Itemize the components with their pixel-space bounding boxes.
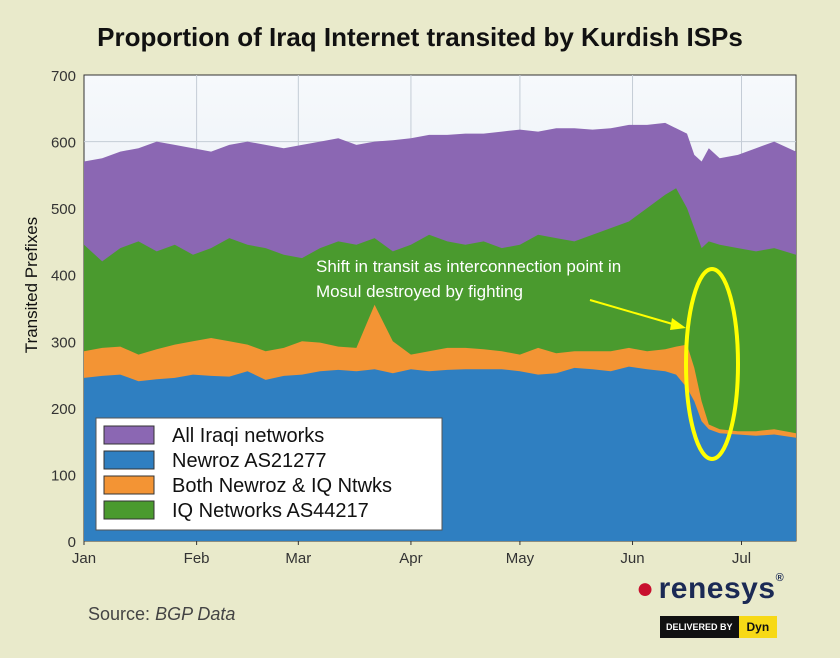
renesys-dot-icon: ● — [636, 572, 655, 605]
legend: All Iraqi networks Newroz AS21277 Both New… — [95, 417, 443, 531]
y-ticks: 0 100 200 300 400 500 600 700 — [51, 68, 76, 551]
x-tick-label: Jun — [620, 550, 644, 567]
legend-swatch — [103, 425, 155, 445]
y-tick-label: 600 — [51, 135, 76, 152]
x-tick-label: Mar — [285, 550, 311, 567]
registered-mark: ® — [775, 572, 785, 584]
source-label: Source: — [88, 604, 151, 624]
x-tick-label: Jul — [732, 550, 751, 567]
source-value: BGP Data — [155, 604, 236, 624]
chart-title: Proportion of Iraq Internet transited by… — [97, 22, 743, 52]
y-tick-label: 0 — [68, 534, 76, 551]
delivered-by-label: DELIVERED BY — [660, 616, 739, 638]
dyn-logo: Dyn — [738, 616, 778, 638]
y-tick-label: 100 — [51, 467, 76, 484]
x-tick-label: Apr — [399, 550, 422, 567]
renesys-wordmark: renesys — [658, 572, 776, 605]
annotation-arrow — [589, 299, 677, 326]
y-tick-label: 200 — [51, 401, 76, 418]
y-tick-label: 500 — [51, 201, 76, 218]
legend-swatch — [103, 450, 155, 470]
annotation-arrowhead — [670, 318, 686, 330]
legend-swatch — [103, 475, 155, 495]
legend-label: All Iraqi networks — [172, 425, 324, 447]
annotation: Shift in transit as interconnection poin… — [316, 257, 740, 461]
legend-label: Both Newroz & IQ Ntwks — [172, 475, 392, 497]
y-tick-label: 400 — [51, 268, 76, 285]
x-tick-label: May — [506, 550, 535, 567]
annotation-text-line-2: Mosul destroyed by fighting — [316, 282, 523, 301]
x-ticks: Jan Feb Mar Apr May Jun Jul — [72, 541, 751, 567]
area-chart: 0 100 200 300 400 500 600 700 Jan Feb Mar Apr May Ju… — [51, 68, 797, 567]
x-tick-label: Jan — [72, 550, 96, 567]
source-note: Source: BGP Data — [88, 604, 235, 625]
y-tick-label: 700 — [51, 68, 76, 85]
legend-label: Newroz AS21277 — [172, 450, 327, 472]
dyn-badge: DELIVERED BY Dyn — [660, 616, 778, 638]
annotation-text-line-1: Shift in transit as interconnection poin… — [316, 257, 621, 276]
y-tick-label: 300 — [51, 334, 76, 351]
annotation-highlight-ellipse — [684, 267, 740, 461]
renesys-logo: ● renesys® — [636, 572, 784, 606]
legend-swatch — [103, 500, 155, 520]
legend-label: IQ Networks AS44217 — [172, 500, 369, 522]
x-tick-label: Feb — [184, 550, 210, 567]
